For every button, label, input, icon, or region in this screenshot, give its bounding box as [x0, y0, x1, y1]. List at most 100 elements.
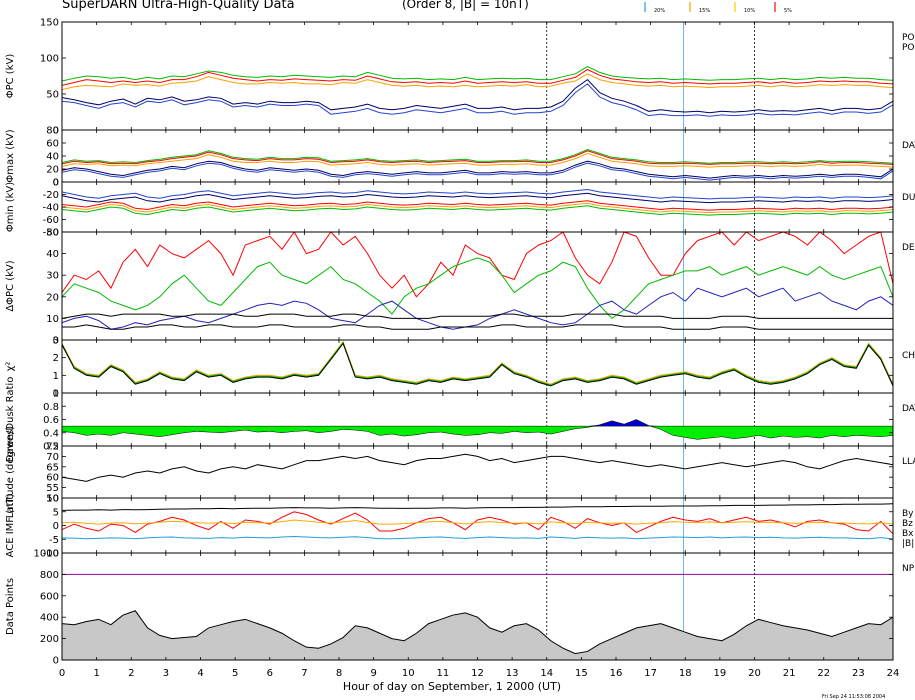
series-line-2 [62, 535, 893, 540]
y-tick-label: 60 [46, 473, 59, 484]
y-axis-label: ΦPC (kV) [5, 54, 16, 99]
y-tick-label: 65 [46, 462, 59, 473]
x-tick-label: 16 [610, 668, 623, 679]
y-tick-label: 70 [46, 452, 59, 463]
y-tick-label: 1 [53, 389, 59, 400]
y-axis-label: Φmax (kV) [5, 129, 16, 182]
y-tick-label: 40 [46, 249, 59, 260]
y-tick-label: -60 [43, 215, 59, 226]
y-tick-label: 30 [46, 271, 59, 282]
series-line-3 [62, 503, 893, 511]
y-tick-label: 80 [46, 126, 59, 137]
y-tick-label: 55 [46, 483, 59, 494]
x-tick-label: 19 [714, 668, 727, 679]
series-line-2 [62, 68, 893, 86]
x-tick-label: 15 [575, 668, 588, 679]
y-tick-label: -10 [43, 549, 59, 560]
series-line-4 [62, 324, 893, 330]
timestamp: Fri Sep 24 11:53:08 2004 [822, 694, 885, 700]
x-tick-label: 4 [197, 668, 203, 679]
right-label: CH [902, 351, 915, 361]
y-axis-label: χ² [5, 362, 16, 372]
y-tick-label: 200 [40, 634, 59, 645]
right-label: Bx [902, 529, 914, 539]
x-tick-label: 1 [93, 668, 99, 679]
series-line-2 [62, 200, 893, 211]
series-line-3 [62, 192, 893, 204]
panel-5: 0.2 0.4 0.6 0.8 1 Dawn/Dusk Ratio DAY [5, 377, 915, 463]
y-tick-label: 0 [53, 521, 59, 532]
x-tick-label: 3 [163, 668, 169, 679]
series-line-2 [62, 342, 893, 387]
legend-label: 5% [784, 8, 792, 14]
x-tick-label: 9 [370, 668, 376, 679]
y-tick-label: -40 [43, 203, 59, 214]
y-tick-label: 10 [46, 314, 59, 325]
series-line-3 [62, 78, 893, 114]
x-axis-label: Hour of day on September, 1 2000 (UT) [343, 680, 561, 693]
y-tick-label: 2 [53, 353, 59, 364]
y-tick-label: 50 [46, 228, 59, 239]
y-tick-label: 5 [53, 507, 59, 518]
ratio-fill-dusk [62, 419, 893, 427]
y-tick-label: 0 [53, 389, 59, 400]
y-tick-label: -20 [43, 190, 59, 201]
x-tick-label: 21 [783, 668, 796, 679]
series-line-2 [62, 150, 893, 165]
y-tick-label: 75 [46, 442, 59, 453]
panel-frame [61, 392, 894, 447]
right-label: |B| [902, 539, 914, 549]
series-line-0 [62, 453, 893, 482]
panel-1: 0 20 40 60 80 Φmax (kV) DAY [5, 126, 915, 189]
y-tick-label: 1 [53, 371, 59, 382]
y-tick-label: -5 [49, 535, 59, 546]
panel-2: -80 -60-40 -200 Φmin (kV) DU [5, 178, 915, 239]
x-tick-label: 7 [301, 668, 307, 679]
y-tick-label: 0 [53, 656, 59, 667]
x-tick-label: 11 [437, 668, 450, 679]
x-tick-label: 10 [402, 668, 415, 679]
y-tick-label: 60 [46, 139, 59, 150]
panel-3: 0 10 20 30 40 50 ΔΦPC (kV) DE [5, 228, 915, 347]
y-tick-label: 20 [46, 165, 59, 176]
x-tick-label: 14 [540, 668, 553, 679]
panel-frame [61, 445, 894, 499]
series-line-0 [62, 232, 893, 298]
y-axis-label: ΔΦPC (kV) [5, 260, 16, 311]
y-tick-label: 0 [53, 178, 59, 189]
ratio-line [62, 419, 893, 440]
y-axis-label: ACE IMF (nT) [5, 493, 16, 557]
series-line-3 [62, 313, 893, 319]
series-line-0 [62, 511, 893, 535]
series-line-4 [62, 188, 893, 200]
right-label: DAY [902, 404, 915, 414]
y-tick-label: 0.4 [43, 428, 59, 439]
y-tick-label: 400 [40, 613, 59, 624]
right-label: DE [902, 243, 915, 253]
x-tick-label: 13 [506, 668, 519, 679]
series-line-0 [62, 66, 893, 82]
chart-title: SuperDARN Ultra-High-Quality Data [62, 0, 295, 12]
x-tick-label: 23 [852, 668, 865, 679]
y-tick-label: 20 [46, 292, 59, 303]
x-tick-label: 0 [59, 668, 65, 679]
y-tick-label: 50 [46, 494, 59, 505]
x-tick-label: 20 [748, 668, 761, 679]
x-tick-label: 12 [471, 668, 484, 679]
series-line-1 [62, 519, 893, 525]
legend-label: 20% [654, 8, 665, 14]
series-line-1 [62, 73, 893, 91]
y-tick-label: 0 [53, 336, 59, 347]
legend-label: 15% [699, 8, 710, 14]
y-tick-label: 3 [53, 336, 59, 347]
right-label: NP [902, 564, 915, 574]
y-axis-label: Data Points [5, 578, 16, 635]
series-line-1 [62, 257, 893, 320]
y-tick-label: 50 [46, 90, 59, 101]
y-tick-label: 100 [40, 54, 59, 65]
series-line-4 [62, 162, 893, 181]
